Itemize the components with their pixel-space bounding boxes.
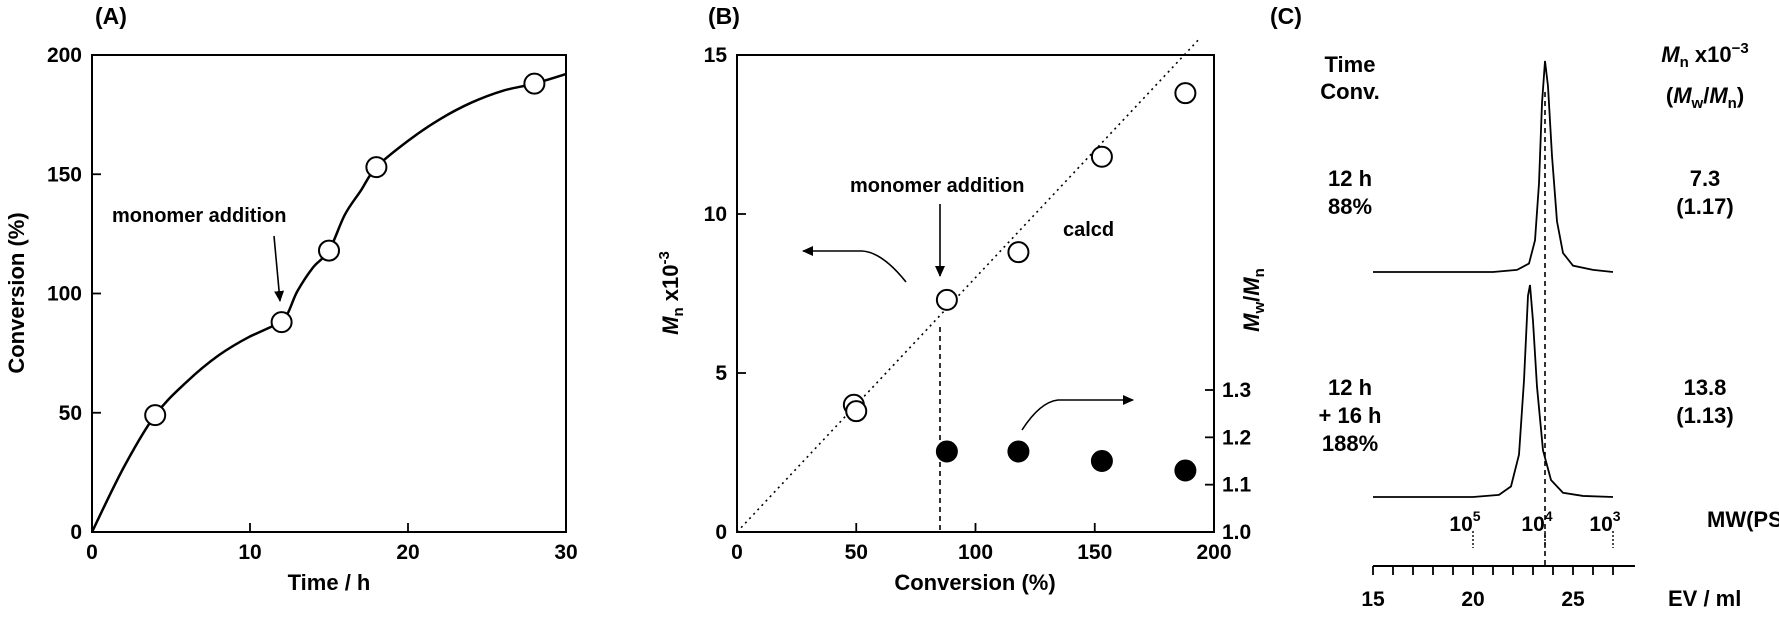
panel-b-ylabel-right: Mw/Mn	[1239, 268, 1268, 332]
ev-tick-label: 25	[1561, 588, 1585, 611]
conv-header: Conv.	[1320, 79, 1379, 104]
y-tick-label: 50	[59, 402, 82, 425]
y-tick-label-left: 0	[715, 521, 727, 544]
panel-a-ticks: 0 10 20 30 0 50 100 150 200	[47, 44, 578, 564]
trace-2-line	[1373, 284, 1614, 498]
data-point	[144, 404, 167, 427]
y-tick-label-left: 15	[704, 44, 728, 67]
mn-data-point	[845, 400, 868, 423]
panel-a-points	[144, 72, 546, 427]
data-point	[523, 72, 546, 95]
pdi-data-point	[1174, 459, 1197, 482]
data-point	[318, 239, 340, 262]
ev-axis-label: EV / ml	[1668, 586, 1741, 611]
calcd-label: calcd	[1063, 219, 1114, 241]
x-tick-label: 50	[845, 541, 868, 564]
trace-1-line	[1373, 60, 1614, 273]
panel-b-annotation: monomer addition	[850, 175, 1024, 197]
panel-b-xlabel: Conversion (%)	[894, 570, 1055, 595]
ev-tick-label: 20	[1461, 588, 1484, 611]
panel-a-annotation-arrow	[273, 235, 285, 302]
y-tick-label-right: 1.1	[1222, 474, 1252, 497]
right-axis-arrow	[1021, 395, 1134, 431]
x-tick-label: 0	[86, 541, 98, 564]
trace-1-conv: 88%	[1328, 194, 1372, 219]
time-header: Time	[1325, 52, 1376, 77]
panel-a-annotation: monomer addition	[112, 205, 286, 227]
y-tick-label-left: 10	[704, 203, 727, 226]
panel-b-ylabel-left: Mn x10-3	[656, 251, 687, 335]
data-point	[365, 156, 388, 179]
y-tick-label-right: 1.0	[1222, 521, 1251, 544]
mw-tick-label: 105	[1449, 508, 1480, 536]
trace-2-mn: 13.8	[1684, 375, 1727, 400]
mn-data-point	[935, 288, 958, 311]
x-tick-label: 10	[238, 541, 261, 564]
panel-a: (A) 0 10 20 30 0 50 100 150 200 monomer addition…	[4, 3, 578, 595]
pdi-data-point	[1090, 450, 1113, 472]
panel-b-ticks: 0 50 100 150 200 0 5 10 15 1.0 1.1 1.2 1.3	[704, 44, 1252, 564]
y-tick-label: 150	[47, 163, 82, 186]
panel-b: (B) 0 50 100 150 200 0 5 10 15 1.0 1.1 1.2 1.3 monom…	[656, 3, 1268, 595]
pdi-data-point	[1007, 440, 1030, 463]
panel-c-label: (C)	[1270, 3, 1302, 29]
mn-data-point	[1007, 241, 1030, 264]
panel-a-frame	[91, 54, 567, 533]
trace-1-mn: 7.3	[1690, 166, 1721, 191]
ev-axis: 15 20 25	[1361, 566, 1614, 611]
panel-a-ylabel: Conversion (%)	[4, 212, 29, 373]
pdi-data-point	[935, 440, 958, 463]
panel-b-points	[842, 82, 1197, 482]
mn-header: Mn x10−3	[1661, 40, 1748, 71]
mwmn-header: (Mw/Mn)	[1666, 83, 1744, 112]
y-tick-label-right: 1.2	[1222, 426, 1251, 449]
y-tick-label-right: 1.3	[1222, 379, 1251, 402]
trace-1-time: 12 h	[1328, 166, 1372, 191]
mn-data-point	[1174, 82, 1197, 105]
mw-axis-label: MW(PSt)	[1707, 507, 1779, 532]
panel-b-frame	[736, 54, 1215, 533]
x-tick-label: 0	[731, 541, 743, 564]
mw-axis: 105 104 103	[1449, 508, 1621, 548]
y-tick-label: 100	[47, 283, 82, 306]
trace-2-time: 12 h	[1328, 375, 1372, 400]
mw-tick-label: 104	[1521, 508, 1552, 536]
y-tick-label-left: 5	[715, 362, 727, 385]
left-axis-arrow	[802, 246, 907, 283]
calcd-line	[736, 37, 1201, 533]
trace-2-added: + 16 h	[1319, 403, 1382, 428]
panel-c: (C) Time Conv. Mn x10−3 (Mw/Mn) 12 h 88%…	[1270, 3, 1779, 611]
panel-a-fit-curve	[90, 72, 567, 533]
trace-2-pdi: (1.13)	[1676, 403, 1733, 428]
panel-a-xlabel: Time / h	[288, 570, 371, 595]
panel-b-label: (B)	[708, 3, 740, 29]
trace-2-conv: 188%	[1322, 431, 1378, 456]
x-tick-label: 20	[396, 541, 419, 564]
mw-tick-label: 103	[1589, 508, 1620, 536]
panel-a-label: (A)	[95, 3, 127, 29]
x-tick-label: 100	[958, 541, 993, 564]
data-point	[270, 311, 293, 334]
trace-1-pdi: (1.17)	[1676, 194, 1733, 219]
y-tick-label: 200	[47, 44, 82, 67]
mn-data-point	[1090, 145, 1113, 168]
x-tick-label: 30	[554, 541, 577, 564]
x-tick-label: 200	[1196, 541, 1231, 564]
y-tick-label: 0	[70, 521, 82, 544]
x-tick-label: 150	[1077, 541, 1112, 564]
ev-tick-label: 15	[1361, 588, 1385, 611]
